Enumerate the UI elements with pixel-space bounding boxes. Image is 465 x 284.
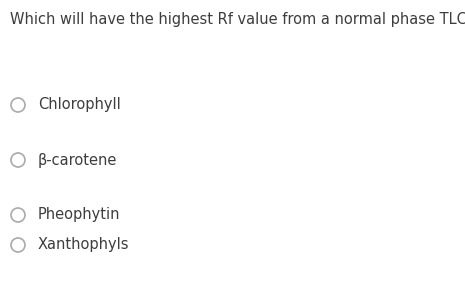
Text: Chlorophyll: Chlorophyll xyxy=(38,97,121,112)
Text: Pheophytin: Pheophytin xyxy=(38,208,120,222)
Text: Which will have the highest Rf value from a normal phase TLC?: Which will have the highest Rf value fro… xyxy=(10,12,465,27)
Text: β-carotene: β-carotene xyxy=(38,153,117,168)
Text: Xanthophyls: Xanthophyls xyxy=(38,237,129,252)
